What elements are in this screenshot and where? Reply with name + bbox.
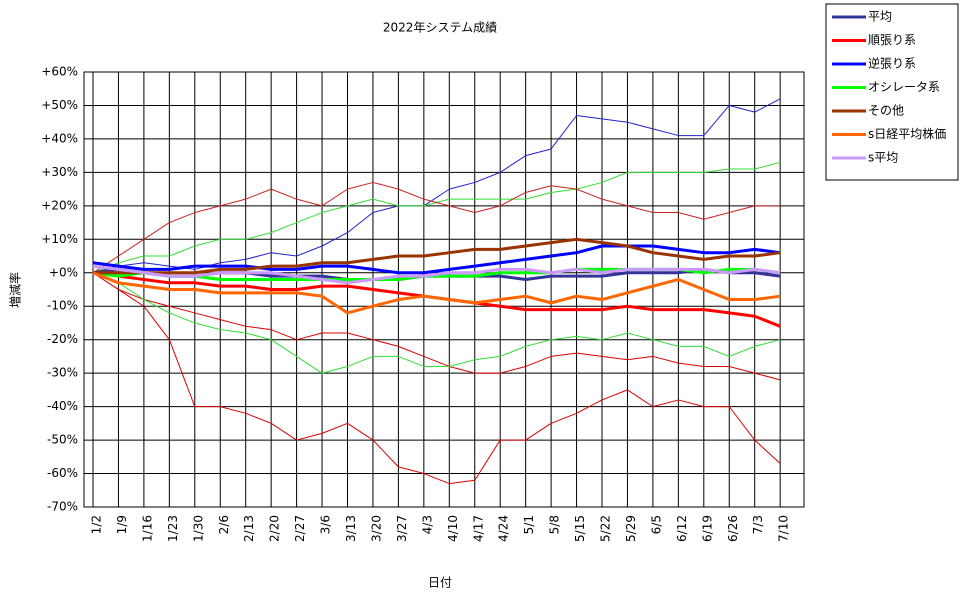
x-tick-label: 2/20 <box>268 515 282 542</box>
x-tick-label: 6/5 <box>649 515 663 534</box>
x-tick-label: 5/29 <box>624 515 638 542</box>
x-tick-label: 3/20 <box>369 515 383 542</box>
x-tick-label: 1/9 <box>115 515 129 534</box>
x-tick-label: 4/17 <box>471 515 485 542</box>
y-tick-label: +30% <box>41 165 78 179</box>
system-line <box>92 272 781 374</box>
x-tick-label: 4/10 <box>446 515 460 542</box>
series-line <box>92 271 781 315</box>
x-tick-label: 6/26 <box>726 515 740 542</box>
y-axis-label: 増減率 <box>8 272 23 308</box>
y-tick-label: -20% <box>47 332 78 346</box>
series-line <box>92 244 781 275</box>
y-tick-label: +50% <box>41 98 78 112</box>
y-tick-label: -40% <box>47 399 78 413</box>
x-tick-label: 2/6 <box>217 515 231 534</box>
x-axis-label: 日付 <box>428 576 452 590</box>
x-tick-label: 3/6 <box>319 515 333 534</box>
legend-label: 平均 <box>868 10 892 24</box>
x-tick-label: 1/30 <box>191 515 205 542</box>
x-tick-label: 2/27 <box>293 515 307 542</box>
legend-label: 逆張り系 <box>868 56 916 71</box>
chart-title: 2022年システム成績 <box>383 21 497 35</box>
y-tick-label: +10% <box>41 232 78 246</box>
x-tick-label: 3/13 <box>344 515 358 542</box>
x-tick-label: 6/12 <box>675 515 689 542</box>
x-tick-label: 7/10 <box>777 515 791 542</box>
x-tick-label: 6/19 <box>700 515 714 542</box>
y-tick-label: -30% <box>47 366 78 380</box>
y-tick-label: +40% <box>41 131 78 145</box>
system-line <box>92 181 781 274</box>
x-tick-label: 3/27 <box>395 515 409 542</box>
series-line <box>93 237 781 275</box>
x-tick-label: 1/2 <box>90 515 104 534</box>
x-tick-label: 7/3 <box>751 515 765 534</box>
system-line <box>92 272 781 485</box>
x-tick-label: 5/15 <box>573 515 587 542</box>
x-tick-label: 1/23 <box>166 515 180 542</box>
x-tick-label: 4/3 <box>420 515 434 534</box>
x-tick-label: 1/16 <box>140 515 154 542</box>
y-tick-label: +20% <box>41 198 78 212</box>
legend-label: その他 <box>868 104 904 118</box>
y-tick-label: -10% <box>47 299 78 313</box>
y-tick-label: +0% <box>49 265 78 279</box>
legend-label: s日経平均株価 <box>868 126 946 141</box>
y-tick-label: -70% <box>47 500 78 514</box>
system-line <box>92 272 781 381</box>
x-tick-label: 5/22 <box>599 515 613 542</box>
legend-box <box>825 3 959 181</box>
legend-label: オシレータ系 <box>868 80 940 94</box>
x-tick-label: 5/1 <box>522 515 536 534</box>
x-tick-label: 4/24 <box>497 515 511 542</box>
legend-label: 順張り系 <box>868 33 916 47</box>
x-tick-label: 2/13 <box>242 515 256 542</box>
legend-label: s平均 <box>868 151 898 165</box>
series-line <box>92 264 781 285</box>
x-tick-label: 5/8 <box>548 515 562 534</box>
y-tick-label: -50% <box>47 433 78 447</box>
y-tick-label: -60% <box>47 466 78 480</box>
y-tick-label: +60% <box>41 65 78 79</box>
